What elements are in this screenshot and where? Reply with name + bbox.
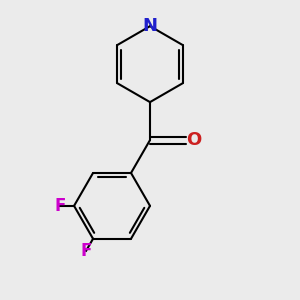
Text: N: N <box>142 17 158 35</box>
Text: O: O <box>186 131 201 149</box>
Text: F: F <box>80 242 92 260</box>
Text: F: F <box>55 197 66 215</box>
